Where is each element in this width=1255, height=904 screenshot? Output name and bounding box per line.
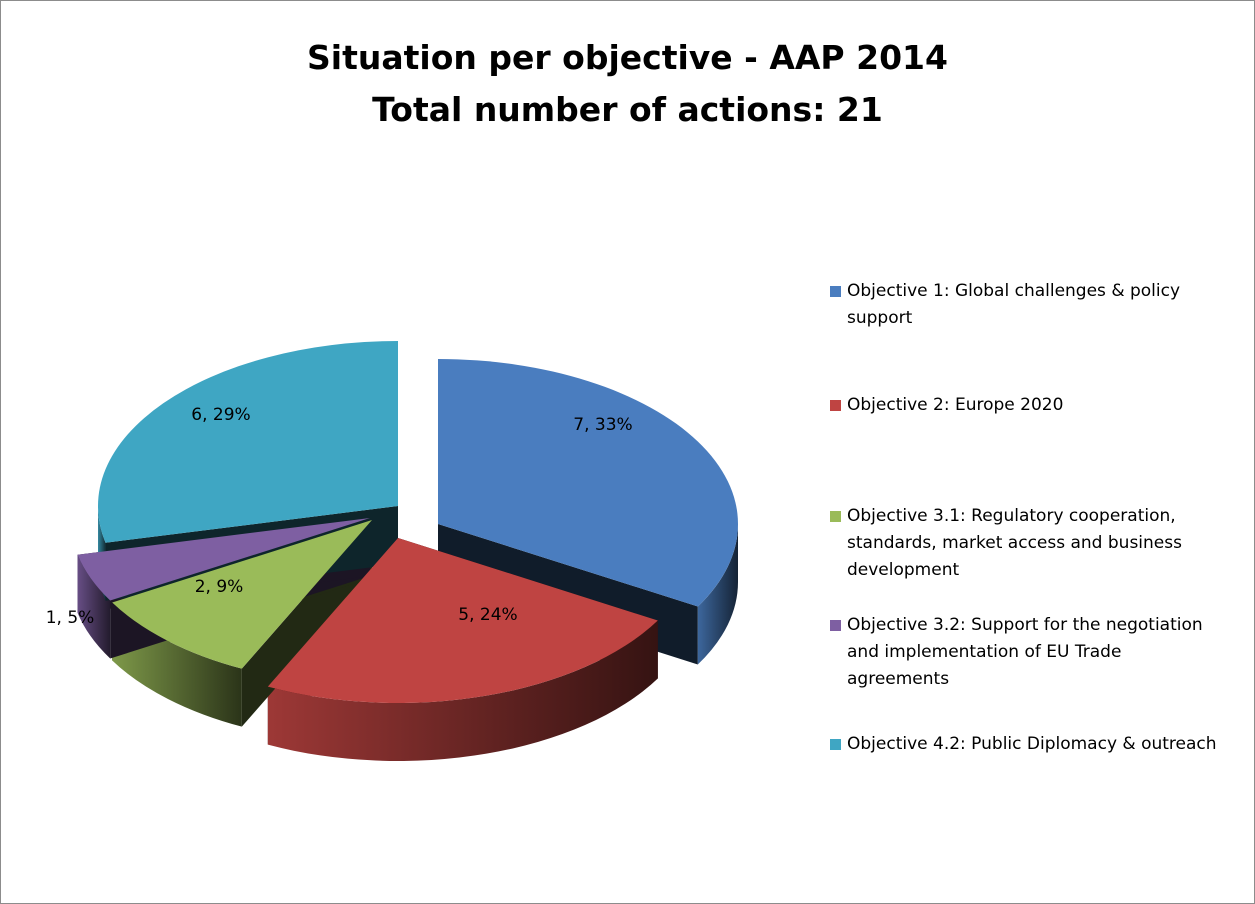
- legend-label: Objective 3.2: Support for the negotiati…: [847, 615, 1203, 689]
- legend-swatch: [830, 511, 841, 522]
- legend-label: Objective 4.2: Public Diplomacy & outrea…: [847, 734, 1217, 754]
- legend-label: Objective 3.1: Regulatory cooperation, s…: [847, 506, 1182, 580]
- data-label-5: 6, 29%: [191, 405, 250, 425]
- legend-swatch: [830, 286, 841, 297]
- pie-slice-3: [112, 520, 372, 669]
- chart-title: Situation per objective - AAP 2014 Total…: [0, 32, 1255, 136]
- pie-slice-4: [77, 518, 370, 601]
- legend-swatch: [830, 620, 841, 631]
- pie-tops: [77, 341, 738, 703]
- legend-swatch: [830, 739, 841, 750]
- data-label-4: 1, 5%: [46, 608, 95, 628]
- data-label-3: 2, 9%: [195, 577, 244, 597]
- pie-slice-2-wall: [267, 620, 658, 761]
- pie-slice-2: [267, 538, 658, 703]
- data-labels: 7, 33% 5, 24% 2, 9% 1, 5% 6, 29%: [46, 405, 633, 628]
- pie-slice-1: [438, 359, 738, 607]
- legend-label: Objective 1: Global challenges & policy …: [847, 281, 1181, 328]
- pie-slice-4-wall: [77, 554, 111, 659]
- pie-slice-1-wall: [697, 524, 738, 665]
- pie-slice-5: [97, 341, 398, 543]
- data-label-1: 7, 33%: [573, 415, 632, 435]
- legend-label: Objective 2: Europe 2020: [847, 395, 1064, 415]
- chart-title-line-1: Situation per objective - AAP 2014: [307, 38, 948, 77]
- chart-title-line-2: Total number of actions: 21: [372, 90, 883, 129]
- data-label-2: 5, 24%: [458, 605, 517, 625]
- legend-swatch: [830, 400, 841, 411]
